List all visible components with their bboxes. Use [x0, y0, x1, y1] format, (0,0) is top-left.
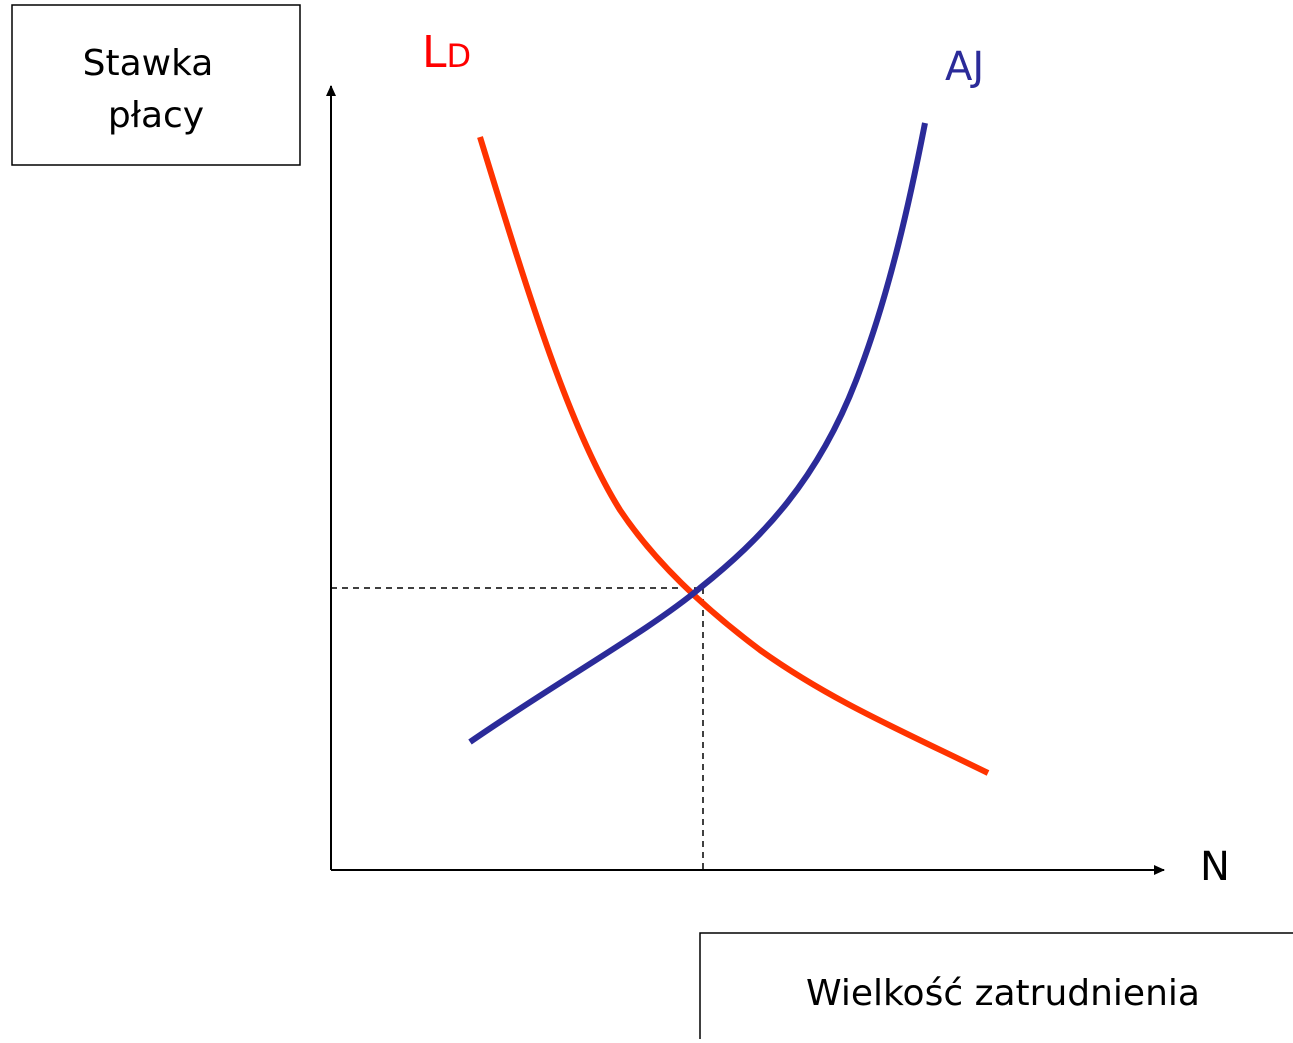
x-axis-label: N — [1200, 844, 1230, 890]
supply-curve — [468, 122, 928, 745]
supply-label: AJ — [945, 44, 984, 90]
y-label-line: płacy — [108, 95, 204, 136]
y-label-line: Stawka — [83, 43, 214, 84]
x-label-box — [699, 932, 1293, 1039]
demand-curve — [477, 136, 990, 776]
y-label-box — [11, 4, 301, 166]
demand-label-sub: D — [447, 37, 472, 75]
x-label-text: Wielkość zatrudnienia — [806, 973, 1200, 1014]
demand-label-main: L — [422, 27, 447, 78]
demand-label: LD — [422, 27, 471, 78]
